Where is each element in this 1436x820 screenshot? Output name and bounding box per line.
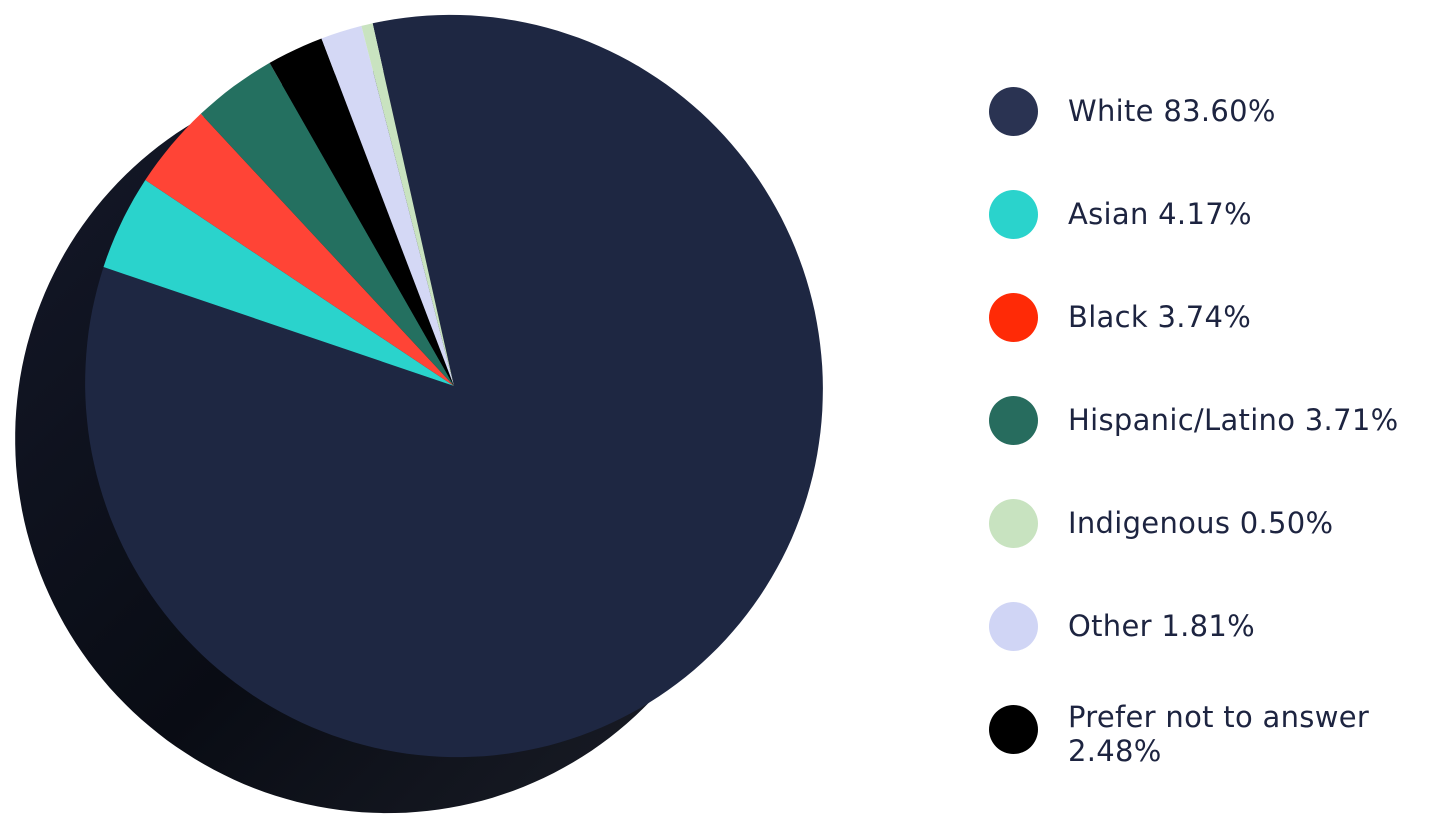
legend-swatch-white bbox=[989, 87, 1038, 136]
legend-label-black: Black 3.74% bbox=[1068, 300, 1251, 334]
legend-item-indigenous: Indigenous 0.50% bbox=[988, 498, 1428, 548]
pie-top-layer bbox=[85, 15, 823, 757]
legend-item-black: Black 3.74% bbox=[988, 292, 1428, 342]
legend-swatch-black bbox=[989, 293, 1038, 342]
legend-swatch-prefer-not-to-answer bbox=[989, 705, 1038, 754]
legend-swatch-other bbox=[989, 602, 1038, 651]
legend-item-other: Other 1.81% bbox=[988, 601, 1428, 651]
legend-label-white: White 83.60% bbox=[1068, 94, 1276, 128]
legend-swatch-indigenous bbox=[989, 499, 1038, 548]
pie-chart-svg bbox=[0, 0, 900, 820]
legend-swatch-asian bbox=[989, 190, 1038, 239]
legend-item-white: White 83.60% bbox=[988, 86, 1428, 136]
legend-item-prefer-not-to-answer: Prefer not to answer 2.48% bbox=[988, 704, 1428, 754]
legend-item-asian: Asian 4.17% bbox=[988, 189, 1428, 239]
legend-label-other: Other 1.81% bbox=[1068, 609, 1255, 643]
legend-label-indigenous: Indigenous 0.50% bbox=[1068, 506, 1333, 540]
legend-label-prefer-not-to-answer: Prefer not to answer 2.48% bbox=[1068, 700, 1428, 768]
legend-label-asian: Asian 4.17% bbox=[1068, 197, 1252, 231]
pie-chart bbox=[0, 0, 900, 820]
legend-swatch-hispanic-latino bbox=[989, 396, 1038, 445]
legend-item-hispanic-latino: Hispanic/Latino 3.71% bbox=[988, 395, 1428, 445]
legend-label-hispanic-latino: Hispanic/Latino 3.71% bbox=[1068, 403, 1398, 437]
